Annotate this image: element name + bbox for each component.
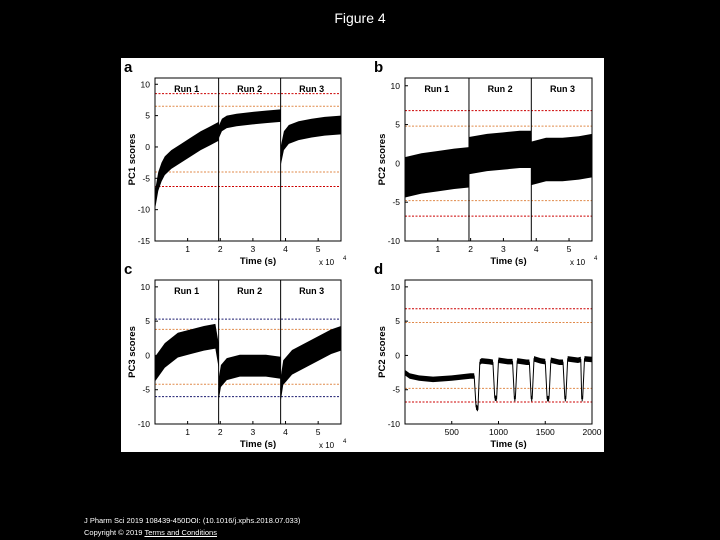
panel-c-xtick-label-0: 1 bbox=[185, 427, 190, 437]
panel-b-run-label-1: Run 2 bbox=[488, 84, 513, 94]
panel-b-series-1-line bbox=[468, 148, 532, 157]
panel-a-ylabel: PC1 scores bbox=[127, 134, 138, 186]
panel-b-ytick-label-2: 0 bbox=[395, 158, 400, 168]
panel-c-series-2-band bbox=[280, 325, 341, 403]
panel-c-letter: c bbox=[124, 261, 132, 278]
panel-a-x-exponent-power: 4 bbox=[343, 256, 347, 262]
panel-b-series-0-line bbox=[405, 166, 470, 178]
panel-a-run-label-1: Run 2 bbox=[237, 84, 262, 94]
panel-c-x-exponent: x 10 bbox=[319, 441, 335, 450]
panel-b-xtick-label-4: 5 bbox=[567, 244, 572, 254]
panel-a-axes-frame bbox=[154, 77, 342, 242]
copyright-line: Copyright © 2019 Terms and Conditions bbox=[84, 528, 217, 537]
panel-d-series-0-band bbox=[405, 356, 592, 412]
panel-a-series-0-band bbox=[155, 121, 219, 210]
panel-b-series-1-band bbox=[468, 130, 532, 175]
panel-c-ylabel: PC3 scores bbox=[127, 326, 138, 378]
panel-c-run-label-1: Run 2 bbox=[237, 286, 262, 296]
panel-d-ytick-label-2: 0 bbox=[395, 350, 400, 360]
panel-d-ytick-label-3: 5 bbox=[395, 316, 400, 326]
panel-a-xlabel: Time (s) bbox=[240, 256, 276, 267]
panel-c-axes-frame bbox=[154, 279, 342, 425]
panel-b-xtick-label-1: 2 bbox=[468, 244, 473, 254]
panel-d-xtick-label-2: 1500 bbox=[536, 427, 555, 437]
terms-and-conditions-link[interactable]: Terms and Conditions bbox=[144, 528, 217, 537]
panel-a-series-1-line bbox=[218, 115, 281, 133]
panel-d-xtick-label-1: 1000 bbox=[489, 427, 508, 437]
panel-a-series-2-line bbox=[280, 124, 341, 157]
panel-b-series-0-band bbox=[405, 147, 469, 198]
panel-a-ytick-label-0: -15 bbox=[138, 236, 151, 246]
panel-a-ytick-label-4: 5 bbox=[145, 111, 150, 121]
panel-d-xtick-label-3: 2000 bbox=[583, 427, 602, 437]
figure-panel: a Run 1 Run 2 Run 3 -15 -10 -5 0 5 10 1 2 3 4 5 Time (s… bbox=[121, 58, 604, 452]
panel-c-xtick-label-3: 4 bbox=[283, 427, 288, 437]
panel-c-ytick-label-0: -10 bbox=[138, 419, 151, 429]
panel-a-letter: a bbox=[124, 59, 133, 76]
panel-c-ytick-label-1: -5 bbox=[142, 385, 150, 395]
panel-a-xtick-label-3: 4 bbox=[283, 244, 288, 254]
panel-c-run-label-0: Run 1 bbox=[174, 286, 199, 296]
panel-c-ytick-label-4: 10 bbox=[141, 282, 151, 292]
panel-c-run-label-2: Run 3 bbox=[299, 286, 324, 296]
panel-c-series-2-line bbox=[280, 337, 341, 390]
panel-b-xtick-label-3: 4 bbox=[534, 244, 539, 254]
panel-a-ytick-label-1: -10 bbox=[138, 205, 151, 215]
panel-a-xtick-label-4: 5 bbox=[316, 244, 321, 254]
figure-title: Figure 4 bbox=[334, 10, 386, 26]
panel-a-series-0-line bbox=[155, 130, 219, 201]
panel-b-letter: b bbox=[374, 59, 383, 76]
panel-b-xlabel: Time (s) bbox=[490, 256, 526, 267]
panel-d-series-0-line bbox=[405, 358, 592, 411]
panel-c-ytick-label-3: 5 bbox=[145, 316, 150, 326]
panel-a-run-label-0: Run 1 bbox=[174, 84, 199, 94]
panel-a-ytick-label-3: 0 bbox=[145, 142, 150, 152]
panel-b-axes-frame bbox=[404, 77, 593, 242]
panel-b-ytick-label-0: -10 bbox=[388, 236, 401, 246]
panel-b-x-exponent-power: 4 bbox=[594, 256, 598, 262]
panel-c-series-1-line bbox=[218, 365, 281, 390]
panel-c-series-1-band bbox=[218, 354, 281, 401]
copyright-text: Copyright © 2019 bbox=[84, 528, 143, 537]
panel-b-run-label-2: Run 3 bbox=[550, 84, 575, 94]
panel-a-xtick-label-0: 1 bbox=[185, 244, 190, 254]
panel-c-xlabel: Time (s) bbox=[240, 439, 276, 450]
panel-b-series-2-line bbox=[531, 155, 592, 164]
citation-reference: J Pharm Sci 2019 108439-450DOI: (10.1016… bbox=[84, 516, 301, 525]
panel-c-xtick-label-1: 2 bbox=[218, 427, 223, 437]
panel-d-ylabel: PC2 scores bbox=[377, 326, 388, 378]
panel-c-x-exponent-power: 4 bbox=[343, 439, 347, 445]
panel-a-xtick-label-1: 2 bbox=[218, 244, 223, 254]
panel-c-series-0-line bbox=[155, 335, 220, 370]
panel-d-letter: d bbox=[374, 261, 383, 278]
panel-a-series-1-band bbox=[218, 109, 281, 139]
panel-a-ytick-label-5: 10 bbox=[141, 79, 151, 89]
panel-b-x-exponent: x 10 bbox=[570, 258, 586, 267]
panel-b-ytick-label-3: 5 bbox=[395, 120, 400, 130]
panel-d-ytick-label-1: -5 bbox=[392, 385, 400, 395]
panel-a-x-exponent: x 10 bbox=[319, 258, 335, 267]
panel-d-ytick-label-4: 10 bbox=[391, 282, 401, 292]
panel-b-run-label-0: Run 1 bbox=[424, 84, 449, 94]
panel-b-ytick-label-4: 10 bbox=[391, 81, 401, 91]
panel-b-ytick-label-1: -5 bbox=[392, 197, 400, 207]
panel-d-xtick-label-0: 500 bbox=[445, 427, 459, 437]
panel-d-xlabel: Time (s) bbox=[490, 439, 526, 450]
panel-c-ytick-label-2: 0 bbox=[145, 350, 150, 360]
panel-a-xtick-label-2: 3 bbox=[251, 244, 256, 254]
panel-a-run-label-2: Run 3 bbox=[299, 84, 324, 94]
panel-c-xtick-label-2: 3 bbox=[251, 427, 256, 437]
panel-b-ylabel: PC2 scores bbox=[377, 134, 388, 186]
panel-a-series-2-band bbox=[280, 115, 341, 166]
panel-c-series-0-band bbox=[155, 323, 219, 382]
panel-a-ytick-label-2: -5 bbox=[142, 173, 150, 183]
panel-b-xtick-label-2: 3 bbox=[501, 244, 506, 254]
panel-b-xtick-label-0: 1 bbox=[435, 244, 440, 254]
panel-c-xtick-label-4: 5 bbox=[316, 427, 321, 437]
panel-d-ytick-label-0: -10 bbox=[388, 419, 401, 429]
